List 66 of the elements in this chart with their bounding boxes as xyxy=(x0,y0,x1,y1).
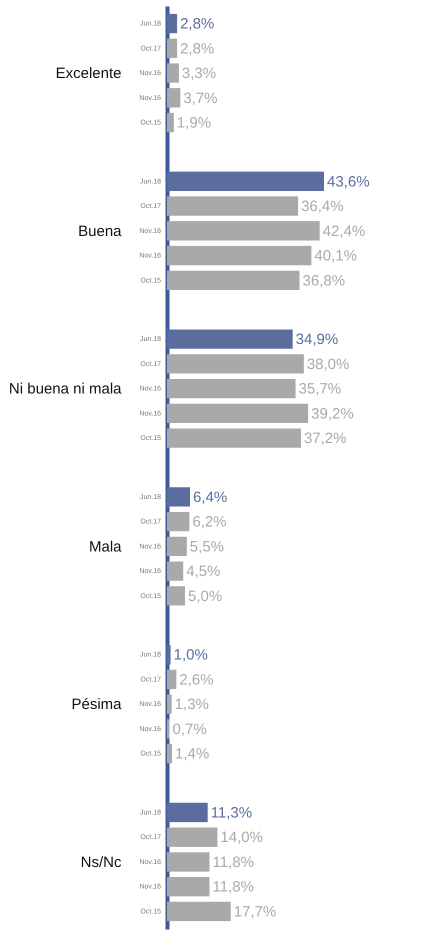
data-label: 17,7% xyxy=(234,903,276,920)
bar xyxy=(167,487,190,507)
bar xyxy=(167,802,208,822)
data-label: 34,9% xyxy=(296,331,338,348)
data-label: 40,1% xyxy=(314,248,357,265)
bar xyxy=(167,670,176,690)
bar xyxy=(167,38,178,58)
bar xyxy=(167,428,301,448)
bar xyxy=(167,586,186,606)
data-label: 2,6% xyxy=(179,671,214,688)
bar xyxy=(167,877,210,896)
bar xyxy=(167,329,293,349)
bar xyxy=(167,852,210,872)
data-label: 1,4% xyxy=(175,746,210,763)
bar xyxy=(167,63,179,83)
bar xyxy=(167,246,312,266)
bar xyxy=(167,744,172,764)
bar xyxy=(167,719,170,739)
bar xyxy=(167,354,304,374)
bar xyxy=(167,378,296,398)
bar xyxy=(167,561,184,581)
y-tick-label: Ni buena ni mala xyxy=(8,380,122,398)
data-label: 39,2% xyxy=(311,405,354,422)
data-label: 5,0% xyxy=(188,588,222,605)
bar xyxy=(167,88,180,108)
bar xyxy=(167,196,298,216)
bar xyxy=(167,902,231,922)
data-label: 3,3% xyxy=(182,65,216,82)
y-tick-label: Pésima xyxy=(71,696,122,714)
bar xyxy=(167,694,172,714)
data-label: 6,2% xyxy=(192,514,227,531)
data-label: 37,2% xyxy=(304,430,346,448)
y-tick-label: Excelente xyxy=(56,65,122,82)
data-label: 36,8% xyxy=(302,272,346,290)
data-label: 11,3% xyxy=(210,804,252,822)
data-label: 36,4% xyxy=(301,198,344,216)
bar xyxy=(167,512,190,532)
bar xyxy=(167,645,171,664)
bar xyxy=(167,828,218,847)
data-label: 6,4% xyxy=(193,488,228,506)
data-label: 2,8% xyxy=(180,16,214,33)
y-tick-label: Buena xyxy=(78,222,122,240)
data-label: 42,4% xyxy=(322,222,366,240)
bar xyxy=(167,404,308,424)
bar xyxy=(167,112,174,132)
data-label: 11,8% xyxy=(212,878,254,896)
data-label: 0,7% xyxy=(172,720,207,738)
bar xyxy=(167,536,187,556)
data-label: 2,8% xyxy=(180,40,214,58)
bar xyxy=(167,14,178,34)
data-label: 14,0% xyxy=(220,829,263,846)
data-label: 3,7% xyxy=(183,90,218,107)
data-label: 43,6% xyxy=(327,173,370,190)
y-tick-label: Mala xyxy=(88,538,122,556)
y-tick-label: Ns/Nc xyxy=(80,854,122,871)
data-label: 38,0% xyxy=(306,356,350,373)
data-label: 11,8% xyxy=(212,854,254,871)
bar xyxy=(167,221,320,240)
data-label: 4,5% xyxy=(186,563,220,580)
data-label: 35,7% xyxy=(298,380,342,398)
bar xyxy=(167,270,300,290)
data-label: 1,0% xyxy=(174,646,208,664)
data-label: 5,5% xyxy=(190,538,224,556)
data-label: 1,9% xyxy=(176,114,212,132)
bar xyxy=(167,172,324,191)
data-label: 1,3% xyxy=(174,696,209,714)
